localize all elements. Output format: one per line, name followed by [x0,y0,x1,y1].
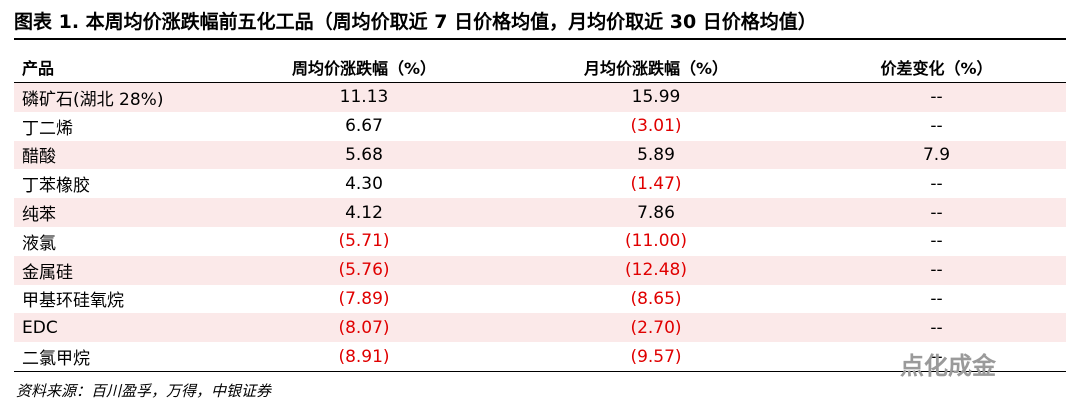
product-cell: 二氯甲烷 [14,342,223,372]
table-row: EDC (8.07) (2.70) -- [14,313,1066,343]
watermark: 点化成金 [900,352,996,380]
value-cell: 4.12 [223,198,505,227]
value-cell: (9.57) [505,342,807,372]
value-cell: (5.71) [338,231,390,252]
value-cell: -- [807,198,1066,227]
value-cell: (1.47) [630,173,682,194]
header-cell: 月均价涨跌幅（%） [505,52,807,83]
value-cell: 7.9 [807,140,1066,170]
header-row: 产品 周均价涨跌幅（%） 月均价涨跌幅（%） 价差变化（%） [14,52,1066,83]
product-cell: EDC [14,313,223,343]
product-cell: 丁苯橡胶 [22,176,90,197]
value-cell: 4.30 [345,173,383,194]
value-cell: 5.68 [223,140,505,170]
product-cell: 甲基环硅氧烷 [22,291,124,312]
header-cell: 周均价涨跌幅（%） [223,52,505,83]
value-cell: -- [930,173,943,194]
table-row: 丁苯橡胶 4.30 (1.47) -- [14,169,1066,198]
product-cell: 纯苯 [14,198,223,227]
product-cell: 金属硅 [14,255,223,285]
title: 图表 1. 本周均价涨跌幅前五化工品（周均价取近 7 日价格均值，月均价取近 3… [14,8,1066,40]
value-cell: -- [807,342,1066,372]
table-body: 磷矿石(湖北 28%) 11.13 15.99 -- 丁二烯 6.67 (3.01) -- 醋酸… [14,82,1066,372]
table-row: 甲基环硅氧烷 (7.89) (8.65) -- [14,285,1066,314]
value-cell: (3.01) [630,116,682,137]
value-cell: (11.00) [625,231,687,252]
value-cell: (8.91) [223,342,505,372]
product-cell: 液氯 [22,233,56,254]
product-cell: 醋酸 [14,140,223,170]
header-cell: 产品 [14,52,223,83]
value-cell: 7.86 [505,198,807,227]
table-row: 丁二烯 6.67 (3.01) -- [14,112,1066,141]
value-cell: -- [807,82,1066,112]
source: 资料来源：百川盈孚，万得，中银证券 [16,382,272,400]
table-row: 液氯 (5.71) (11.00) -- [14,227,1066,256]
value-cell: (8.65) [630,288,682,309]
product-cell: 丁二烯 [22,118,73,139]
value-cell: 15.99 [505,82,807,112]
value-cell: (2.70) [505,313,807,343]
table: 产品 周均价涨跌幅（%） 月均价涨跌幅（%） 价差变化（%） 磷矿石(湖北 28%) 1… [14,52,1066,372]
value-cell: (7.89) [338,288,390,309]
value-cell: -- [930,116,943,137]
table-row: 金属硅 (5.76) (12.48) -- [14,255,1066,285]
product-cell: 磷矿石(湖北 28%) [14,82,223,112]
value-cell: (5.76) [223,255,505,285]
value-cell: -- [930,231,943,252]
table-row: 纯苯 4.12 7.86 -- [14,198,1066,227]
table-row: 磷矿石(湖北 28%) 11.13 15.99 -- [14,82,1066,112]
table-row: 醋酸 5.68 5.89 7.9 [14,140,1066,170]
value-cell: (8.07) [223,313,505,343]
value-cell: -- [807,255,1066,285]
header-cell: 价差变化（%） [807,52,1066,83]
table-row: 二氯甲烷 (8.91) (9.57) -- [14,342,1066,372]
value-cell: 11.13 [223,82,505,112]
value-cell: -- [930,288,943,309]
value-cell: -- [807,313,1066,343]
value-cell: 5.89 [505,140,807,170]
value-cell: 6.67 [345,116,383,137]
value-cell: (12.48) [505,255,807,285]
